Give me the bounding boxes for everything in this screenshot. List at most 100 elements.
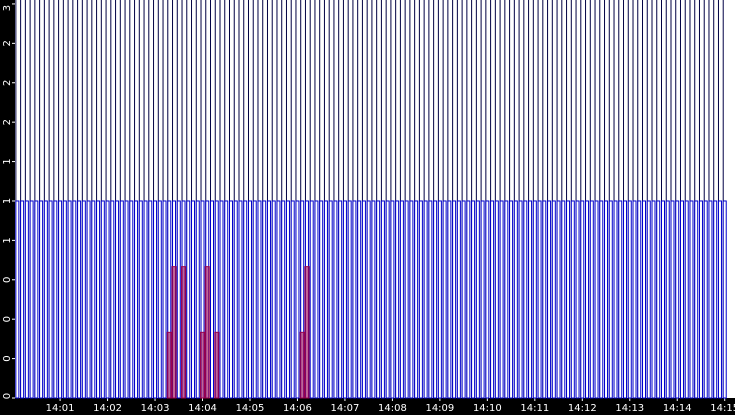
bar <box>689 200 694 399</box>
x-tick-label: 14:09 <box>425 403 454 414</box>
bar <box>304 266 310 399</box>
bar <box>566 200 571 399</box>
x-tick-label: 14:01 <box>46 403 75 414</box>
bar <box>214 331 220 399</box>
y-tick-label: 2 <box>2 40 13 46</box>
bar <box>437 200 442 399</box>
bar <box>200 331 206 399</box>
bar <box>143 200 148 399</box>
bar <box>157 200 162 399</box>
bar <box>414 200 419 399</box>
y-tick-label: 0 <box>2 316 13 322</box>
bar <box>191 200 196 399</box>
bar <box>166 331 172 399</box>
bar <box>67 200 72 399</box>
bar <box>532 200 537 399</box>
x-tick-label: 14:08 <box>378 403 407 414</box>
bar <box>134 200 139 399</box>
bar <box>399 200 404 399</box>
x-tick-label: 14:06 <box>283 403 312 414</box>
bar <box>475 200 480 399</box>
bar <box>537 200 542 399</box>
bar <box>195 200 200 399</box>
bar <box>542 200 547 399</box>
bar <box>62 200 67 399</box>
bar <box>115 200 120 399</box>
y-tick-label: 0 <box>2 355 13 361</box>
x-tick-label: 14:02 <box>93 403 122 414</box>
bar <box>679 200 684 399</box>
bar <box>618 200 623 399</box>
bar <box>656 200 661 399</box>
bar <box>186 200 191 399</box>
bar <box>380 200 385 399</box>
bar <box>366 200 371 399</box>
bar <box>96 200 101 399</box>
bar <box>72 200 77 399</box>
bar <box>233 200 238 399</box>
x-tick-label: 14:14 <box>663 403 692 414</box>
bar <box>314 200 319 399</box>
bar <box>447 200 452 399</box>
bar <box>171 266 177 399</box>
x-tick-label: 14:04 <box>188 403 217 414</box>
bar <box>181 266 187 399</box>
bar <box>494 200 499 399</box>
bar <box>433 200 438 399</box>
bar <box>252 200 257 399</box>
bar <box>210 200 215 399</box>
bar <box>162 200 167 399</box>
bar <box>694 200 699 399</box>
bar <box>570 200 575 399</box>
bar <box>665 200 670 399</box>
bar <box>29 200 34 399</box>
y-tick-label: 1 <box>2 158 13 164</box>
bar <box>290 200 295 399</box>
x-tick-label: 14:05 <box>236 403 265 414</box>
y-tick-label: 1 <box>2 237 13 243</box>
bar <box>257 200 262 399</box>
bar <box>722 200 727 399</box>
x-tick-label: 14:12 <box>568 403 597 414</box>
bar <box>100 200 105 399</box>
bar <box>423 200 428 399</box>
bar <box>352 200 357 399</box>
y-tick-label: 1 <box>2 198 13 204</box>
y-tick-label: 0 <box>2 393 13 399</box>
bar <box>623 200 628 399</box>
bar <box>547 200 552 399</box>
bar <box>518 200 523 399</box>
bar <box>556 200 561 399</box>
bar <box>357 200 362 399</box>
bar <box>684 200 689 399</box>
bar <box>599 200 604 399</box>
bar <box>238 200 243 399</box>
bar <box>613 200 618 399</box>
bar <box>39 200 44 399</box>
bar <box>452 200 457 399</box>
bar <box>717 200 722 399</box>
bar <box>608 200 613 399</box>
bar <box>651 200 656 399</box>
bar <box>708 200 713 399</box>
bar <box>580 200 585 399</box>
bar <box>309 200 314 399</box>
bar <box>91 200 96 399</box>
bar <box>361 200 366 399</box>
bar <box>390 200 395 399</box>
bar <box>404 200 409 399</box>
bar <box>585 200 590 399</box>
bar <box>642 200 647 399</box>
bar <box>713 200 718 399</box>
bar <box>333 200 338 399</box>
bar <box>224 200 229 399</box>
bar <box>670 200 675 399</box>
bar <box>675 200 680 399</box>
bar <box>604 200 609 399</box>
bar <box>471 200 476 399</box>
bar <box>110 200 115 399</box>
bar <box>632 200 637 399</box>
bar <box>58 200 63 399</box>
bar <box>442 200 447 399</box>
x-tick-label: 14:13 <box>615 403 644 414</box>
